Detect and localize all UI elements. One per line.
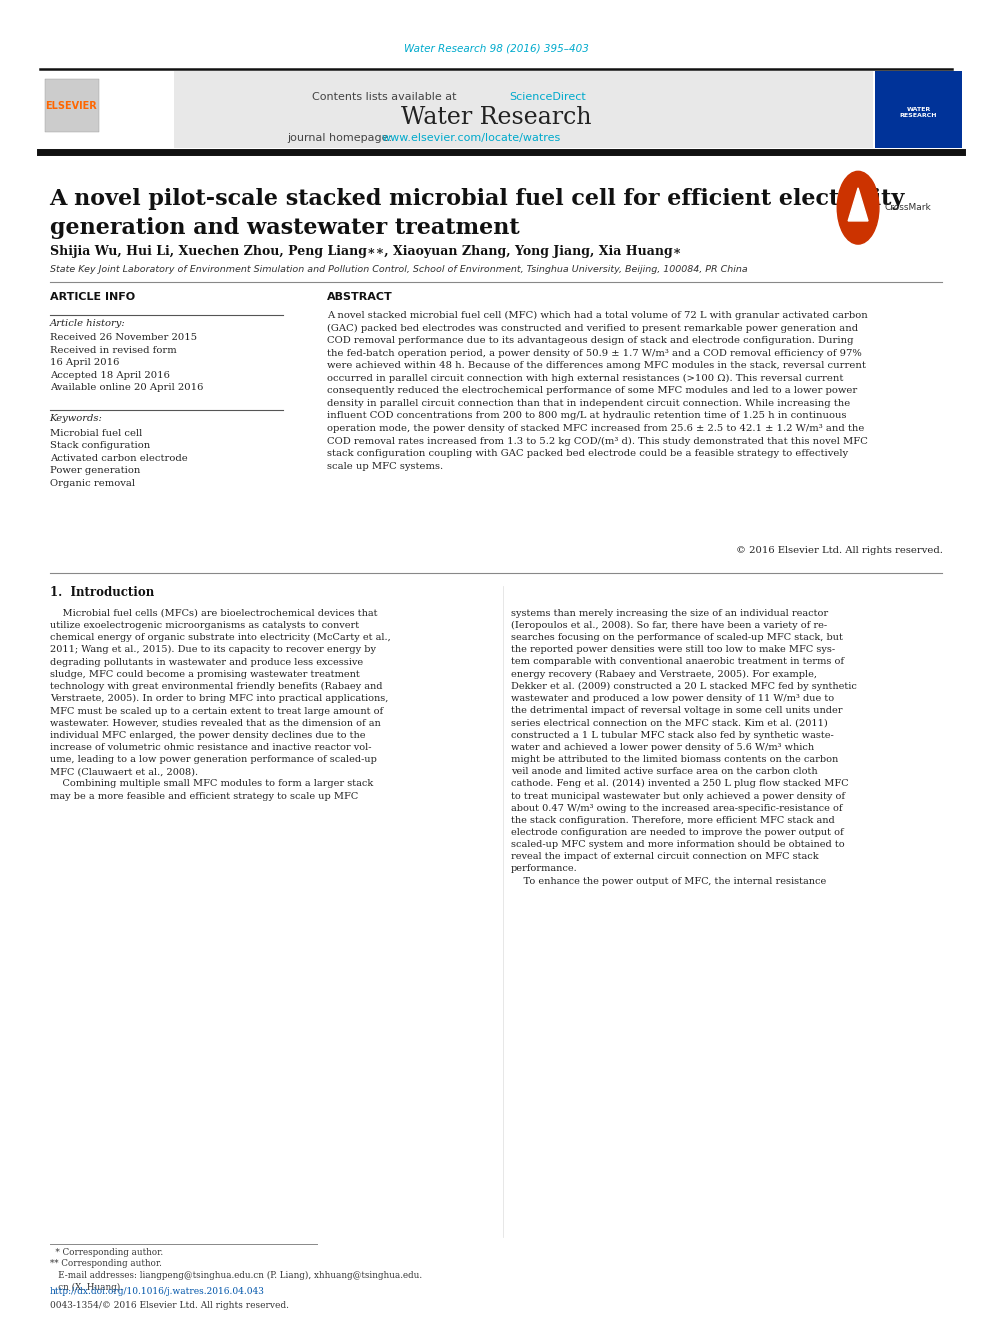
Polygon shape [848, 188, 868, 221]
Text: Water Research 98 (2016) 395–403: Water Research 98 (2016) 395–403 [404, 44, 588, 54]
Text: ABSTRACT: ABSTRACT [327, 292, 393, 303]
Text: State Key Joint Laboratory of Environment Simulation and Pollution Control, Scho: State Key Joint Laboratory of Environmen… [50, 265, 747, 274]
Ellipse shape [837, 172, 879, 243]
Text: Keywords:: Keywords: [50, 414, 102, 423]
Text: Microbial fuel cells (MFCs) are bioelectrochemical devices that
utilize exoelect: Microbial fuel cells (MFCs) are bioelect… [50, 609, 390, 800]
Text: ScienceDirect: ScienceDirect [509, 91, 585, 102]
FancyBboxPatch shape [40, 71, 873, 148]
Text: http://dx.doi.org/10.1016/j.watres.2016.04.043: http://dx.doi.org/10.1016/j.watres.2016.… [50, 1287, 265, 1297]
Text: www.elsevier.com/locate/watres: www.elsevier.com/locate/watres [382, 132, 561, 143]
Text: CrossMark: CrossMark [885, 204, 931, 212]
Text: systems than merely increasing the size of an individual reactor
(Ieropoulos et : systems than merely increasing the size … [511, 609, 857, 885]
Text: Article history:: Article history: [50, 319, 125, 328]
Text: Shijia Wu, Hui Li, Xuechen Zhou, Peng Liang∗∗, Xiaoyuan Zhang, Yong Jiang, Xia H: Shijia Wu, Hui Li, Xuechen Zhou, Peng Li… [50, 245, 681, 258]
FancyBboxPatch shape [45, 79, 99, 132]
Text: * Corresponding author.
** Corresponding author.
   E-mail addresses: liangpeng@: * Corresponding author. ** Corresponding… [50, 1248, 422, 1293]
Text: Water Research: Water Research [401, 106, 591, 130]
Text: 0043-1354/© 2016 Elsevier Ltd. All rights reserved.: 0043-1354/© 2016 Elsevier Ltd. All right… [50, 1301, 289, 1310]
Text: Contents lists available at: Contents lists available at [312, 91, 460, 102]
Text: WATER
RESEARCH: WATER RESEARCH [900, 107, 937, 118]
Text: A novel pilot-scale stacked microbial fuel cell for efficient electricity
genera: A novel pilot-scale stacked microbial fu… [50, 188, 905, 238]
Text: Microbial fuel cell
Stack configuration
Activated carbon electrode
Power generat: Microbial fuel cell Stack configuration … [50, 429, 187, 488]
Text: A novel stacked microbial fuel cell (MFC) which had a total volume of 72 L with : A novel stacked microbial fuel cell (MFC… [327, 311, 868, 471]
Text: Received 26 November 2015
Received in revised form
16 April 2016
Accepted 18 Apr: Received 26 November 2015 Received in re… [50, 333, 203, 393]
Text: ARTICLE INFO: ARTICLE INFO [50, 292, 135, 303]
Text: journal homepage:: journal homepage: [288, 132, 397, 143]
Text: © 2016 Elsevier Ltd. All rights reserved.: © 2016 Elsevier Ltd. All rights reserved… [735, 546, 942, 556]
Text: ELSEVIER: ELSEVIER [46, 101, 97, 111]
FancyBboxPatch shape [40, 71, 174, 148]
FancyBboxPatch shape [875, 71, 962, 148]
Text: 1.  Introduction: 1. Introduction [50, 586, 154, 599]
